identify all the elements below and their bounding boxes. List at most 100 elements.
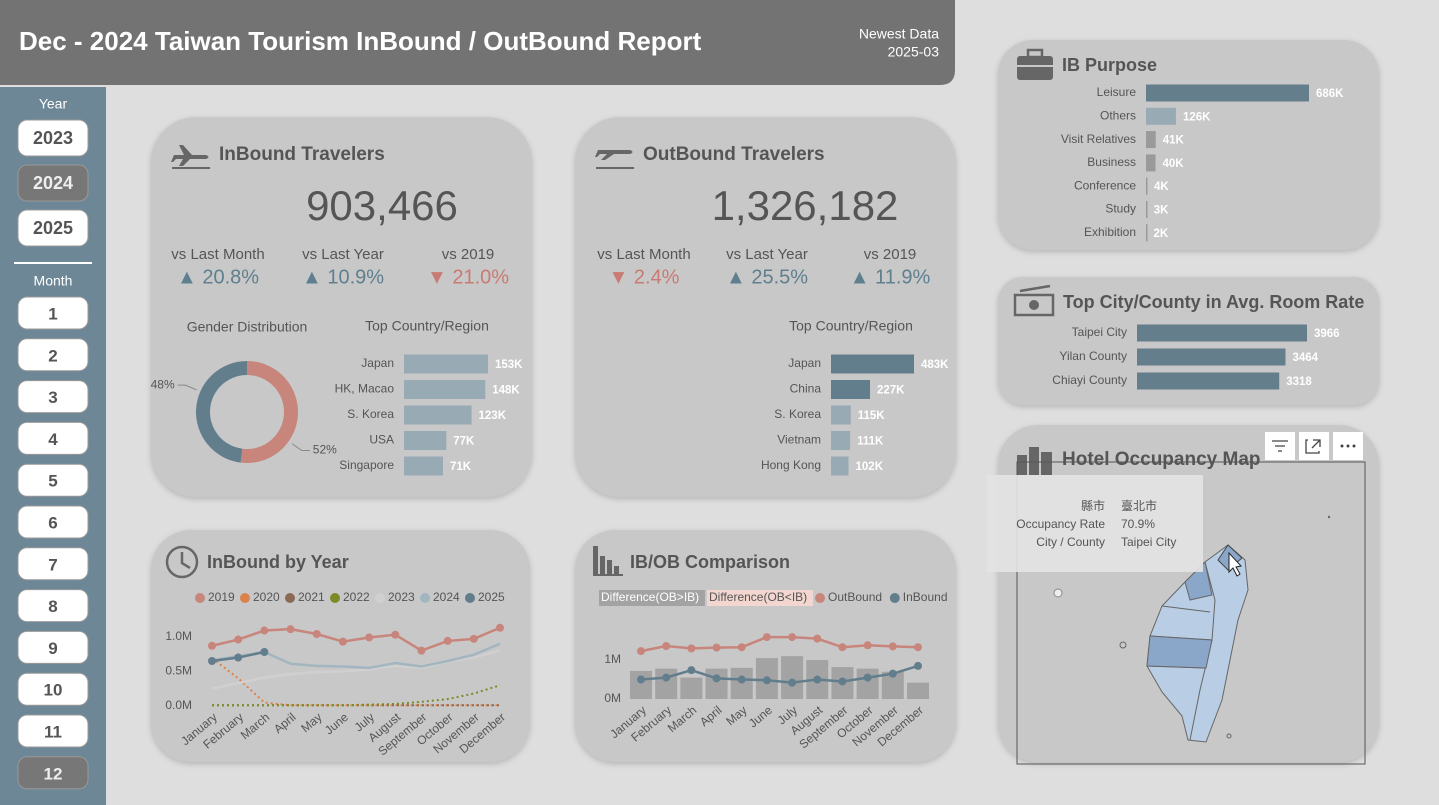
bar-value-label: 40K bbox=[1163, 158, 1185, 170]
bar-label: Conference bbox=[1074, 178, 1136, 192]
bar bbox=[1137, 324, 1307, 342]
bar-value-label: 148K bbox=[492, 385, 520, 397]
inbound-total: 903,466 bbox=[306, 182, 458, 229]
inbound-year-card bbox=[151, 530, 530, 762]
line-series bbox=[212, 684, 501, 707]
bar-label: USA bbox=[369, 433, 394, 447]
donut-slice bbox=[240, 361, 299, 463]
outbound-total: 1,326,182 bbox=[712, 182, 899, 229]
bar-label: HK, Macao bbox=[335, 382, 395, 396]
line-marker bbox=[888, 669, 897, 678]
month-button[interactable] bbox=[17, 338, 89, 372]
y-tick-label: 1M bbox=[604, 652, 621, 666]
newest-value: 2025-03 bbox=[888, 44, 940, 60]
legend-label: 2023 bbox=[388, 590, 415, 604]
line-marker bbox=[286, 625, 295, 634]
kpi-label: vs 2019 bbox=[442, 246, 495, 263]
bar bbox=[404, 405, 472, 425]
year-label: Year bbox=[39, 96, 68, 112]
line-marker bbox=[417, 646, 426, 655]
line-marker bbox=[687, 644, 696, 653]
bar bbox=[907, 682, 929, 699]
bar-value-label: 3318 bbox=[1286, 376, 1312, 388]
month-button-label: 4 bbox=[48, 430, 58, 449]
year-button[interactable] bbox=[17, 209, 89, 247]
line-marker bbox=[662, 642, 671, 651]
line-marker bbox=[813, 634, 822, 643]
line-marker bbox=[863, 641, 872, 650]
bar-value-label: 115K bbox=[858, 410, 886, 422]
bar-value-label: 111K bbox=[857, 436, 884, 448]
kpi-label: vs 2019 bbox=[864, 246, 917, 263]
bar bbox=[1146, 154, 1156, 172]
bar-value-label: 3K bbox=[1154, 205, 1169, 217]
line-marker bbox=[863, 673, 872, 682]
bar bbox=[831, 354, 914, 374]
month-button[interactable] bbox=[17, 505, 89, 539]
report-title: Dec - 2024 Taiwan Tourism InBound / OutB… bbox=[19, 26, 702, 56]
line-marker bbox=[838, 643, 847, 652]
line-marker bbox=[838, 677, 847, 686]
bar-value-label: 153K bbox=[495, 359, 523, 371]
plane-icon bbox=[171, 145, 210, 169]
bar bbox=[680, 677, 703, 699]
month-button[interactable] bbox=[17, 714, 89, 748]
kpi-value: ▼ 21.0% bbox=[427, 266, 509, 288]
bar-label: Japan bbox=[361, 356, 394, 370]
month-button[interactable] bbox=[17, 421, 89, 455]
chart-title: Gender Distribution bbox=[187, 319, 308, 335]
month-button[interactable] bbox=[17, 296, 89, 330]
bar-value-label: 126K bbox=[1183, 111, 1211, 123]
year-button[interactable] bbox=[17, 119, 89, 157]
bar-label: Japan bbox=[788, 356, 821, 370]
line-series bbox=[211, 657, 500, 707]
month-button[interactable] bbox=[17, 589, 89, 623]
year-button-label: 2024 bbox=[33, 173, 73, 193]
bar bbox=[1146, 201, 1148, 218]
bar-value-label: 71K bbox=[450, 461, 472, 473]
line-marker bbox=[365, 633, 374, 642]
bar bbox=[881, 671, 904, 699]
bar-value-label: 2K bbox=[1153, 228, 1168, 240]
kpi-label: vs Last Year bbox=[302, 246, 384, 263]
month-button[interactable] bbox=[17, 547, 89, 581]
clock-icon bbox=[165, 545, 199, 579]
month-label: Month bbox=[34, 273, 73, 289]
month-button[interactable] bbox=[17, 756, 89, 790]
line-marker bbox=[208, 641, 216, 650]
bar bbox=[831, 405, 851, 425]
legend-label: 2019 bbox=[208, 590, 235, 604]
month-button[interactable] bbox=[17, 672, 89, 706]
line-marker bbox=[737, 643, 746, 652]
line-marker bbox=[469, 634, 478, 643]
legend-label: 2020 bbox=[253, 590, 280, 604]
card-title: OutBound Travelers bbox=[643, 144, 825, 165]
bar bbox=[831, 431, 851, 450]
legend-label: Difference(OB<IB) bbox=[709, 590, 807, 604]
bar-label: Taipei City bbox=[1072, 325, 1127, 339]
line-series bbox=[211, 626, 501, 652]
kpi-value: ▲ 10.9% bbox=[302, 266, 384, 288]
bar-label: S. Korea bbox=[774, 407, 821, 421]
month-button[interactable] bbox=[17, 380, 89, 414]
y-tick-label: 1.0M bbox=[165, 629, 192, 643]
bar bbox=[1146, 177, 1148, 195]
month-button[interactable] bbox=[17, 630, 89, 664]
y-tick-label: 0.0M bbox=[165, 698, 192, 712]
bar-value-label: 483K bbox=[921, 359, 949, 371]
bar-value-label: 123K bbox=[479, 410, 507, 422]
bar-label: Others bbox=[1100, 108, 1136, 122]
legend-box bbox=[599, 590, 705, 606]
year-button[interactable] bbox=[17, 164, 89, 202]
line-marker bbox=[338, 637, 347, 646]
chart-title: Top Country/Region bbox=[789, 318, 913, 334]
money-icon bbox=[1013, 284, 1055, 317]
card-title: Top City/County in Avg. Room Rate bbox=[1063, 292, 1364, 312]
legend-marker bbox=[330, 593, 340, 603]
month-button[interactable] bbox=[17, 463, 89, 497]
bar-value-label: 686K bbox=[1316, 88, 1344, 100]
year-button-label: 2025 bbox=[33, 218, 73, 238]
line-marker bbox=[208, 657, 216, 665]
kpi-label: vs Last Year bbox=[726, 246, 808, 263]
bar bbox=[1146, 84, 1309, 102]
